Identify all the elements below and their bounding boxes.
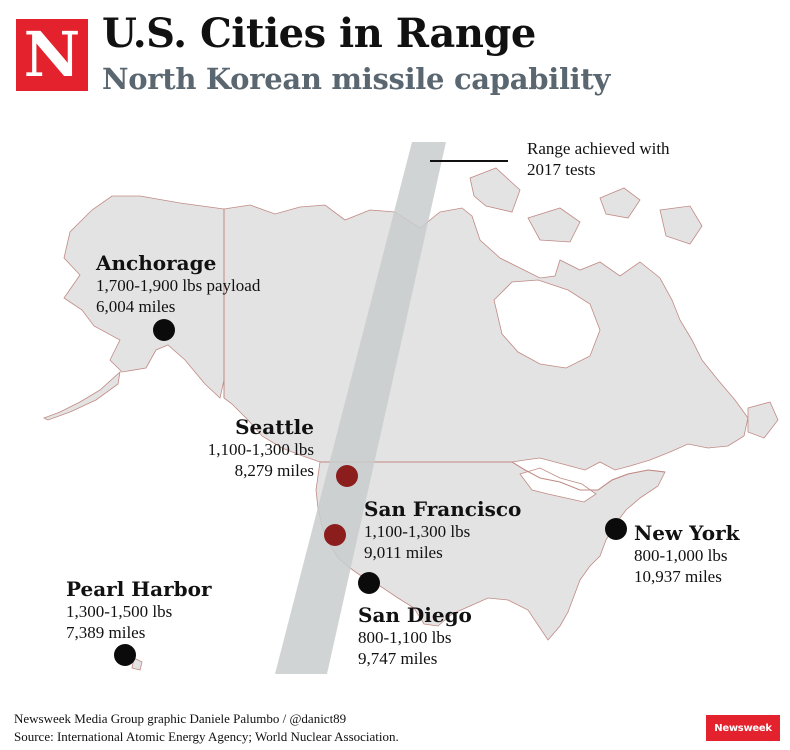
city-label-san-francisco: San Francisco 1,100-1,300 lbs 9,011 mile…	[364, 497, 521, 563]
footer-badge-bg	[706, 715, 780, 741]
city-name: Anchorage	[96, 251, 217, 275]
missile-range-band	[275, 142, 446, 674]
footer-credit: Newsweek Media Group graphic Daniele Pal…	[14, 711, 347, 726]
city-name: New York	[634, 521, 740, 545]
city-payload: 800-1,000 lbs	[634, 546, 728, 565]
city-name: Seattle	[235, 415, 314, 439]
canada-usa-border	[320, 461, 666, 491]
hudson-bay	[493, 279, 601, 369]
city-payload: 800-1,100 lbs	[358, 628, 452, 647]
city-label-san-diego: San Diego 800-1,100 lbs 9,747 miles	[358, 603, 472, 669]
city-distance: 8,279 miles	[234, 461, 314, 480]
arctic-island-2	[527, 207, 581, 243]
range-legend-label: Range achieved with 2017 tests	[527, 138, 727, 180]
alaska-land	[63, 195, 225, 399]
city-payload: 1,100-1,300 lbs	[207, 440, 314, 459]
range-legend-line1: Range achieved with	[527, 139, 670, 158]
city-dot-seattle	[336, 465, 358, 487]
city-label-new-york: New York 800-1,000 lbs 10,937 miles	[634, 521, 739, 587]
range-legend-line2: 2017 tests	[527, 160, 596, 179]
city-payload: 1,300-1,500 lbs	[66, 602, 173, 621]
newfoundland	[747, 401, 779, 439]
city-label-anchorage: Anchorage 1,700-1,900 lbs payload 6,004 …	[96, 251, 260, 317]
city-distance: 10,937 miles	[634, 567, 722, 586]
city-dot-pearl-harbor	[114, 644, 136, 666]
city-label-seattle: Seattle 1,100-1,300 lbs 8,279 miles	[168, 415, 314, 481]
city-name: San Francisco	[364, 497, 522, 521]
city-distance: 9,011 miles	[364, 543, 443, 562]
range-legend-line	[430, 160, 508, 162]
city-dot-new-york	[605, 518, 627, 540]
arctic-island-3	[599, 187, 641, 219]
arctic-island-4	[659, 205, 703, 245]
footer-source: Source: International Atomic Energy Agen…	[14, 729, 399, 744]
city-distance: 7,389 miles	[66, 623, 146, 642]
page-subtitle: North Korean missile capability	[102, 62, 611, 96]
city-dot-san-diego	[358, 572, 380, 594]
logo-bg	[16, 19, 88, 91]
city-dot-anchorage	[153, 319, 175, 341]
city-payload: 1,100-1,300 lbs	[364, 522, 471, 541]
city-distance: 6,004 miles	[96, 297, 176, 316]
city-label-pearl-harbor: Pearl Harbor 1,300-1,500 lbs 7,389 miles	[66, 577, 212, 643]
hawaii-land	[131, 657, 143, 671]
great-lakes	[519, 467, 597, 503]
arctic-island-1	[469, 167, 521, 213]
newsweek-badge: Newsweek	[714, 722, 772, 734]
city-payload: 1,700-1,900 lbs payload	[96, 276, 261, 295]
newsweek-logo-letter: N	[23, 18, 81, 91]
city-dot-san-francisco	[324, 524, 346, 546]
city-name: Pearl Harbor	[66, 577, 212, 601]
city-distance: 9,747 miles	[358, 649, 438, 668]
aleutian-chain	[43, 370, 121, 421]
city-name: San Diego	[358, 603, 472, 627]
page-title: U.S. Cities in Range	[102, 10, 536, 57]
